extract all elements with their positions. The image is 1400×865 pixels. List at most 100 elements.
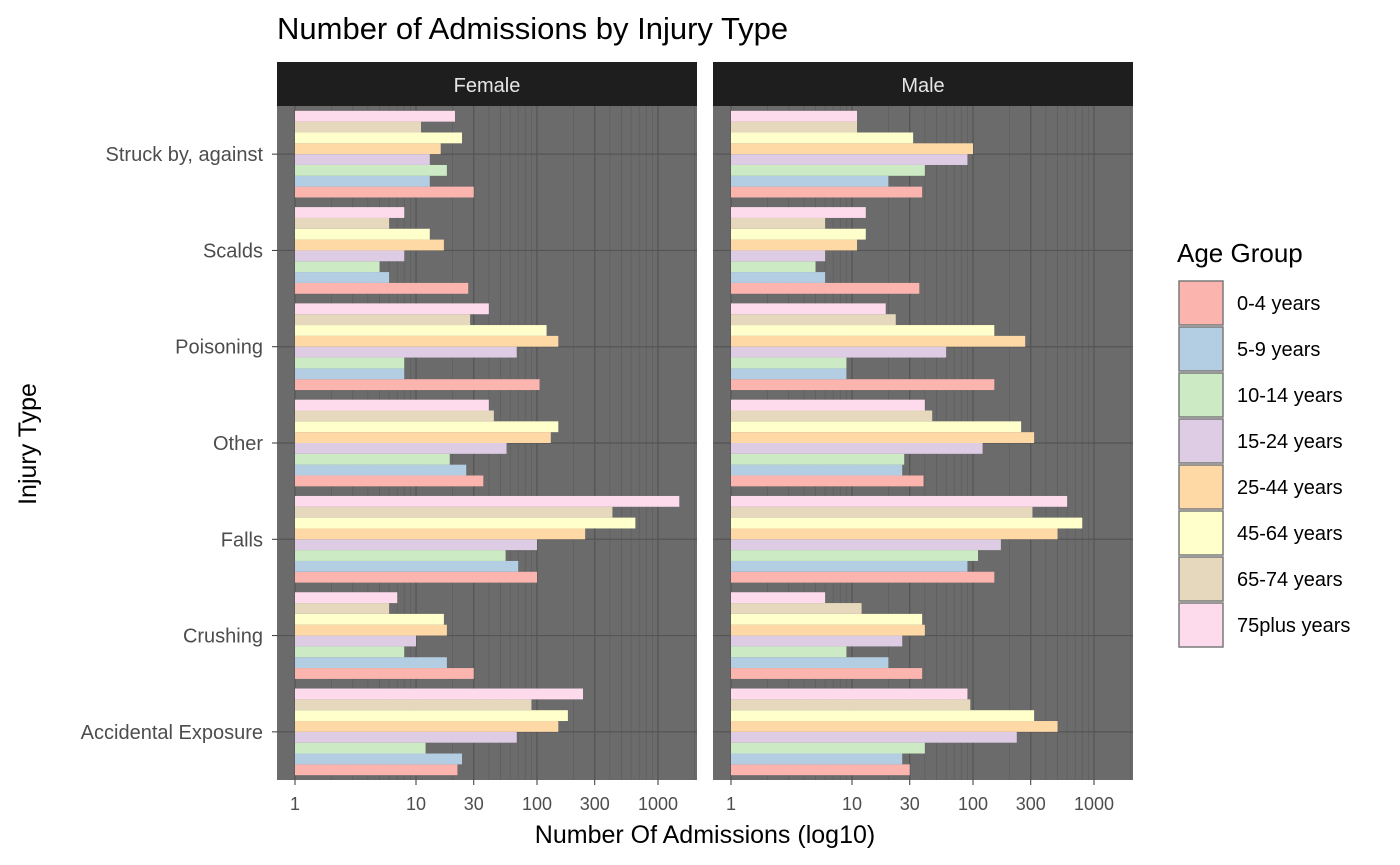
- bar-female-accidental-exposure-25-44-years: [295, 721, 559, 732]
- x-axis-ticks: 1 10 30 100 300 1000: [726, 780, 1114, 814]
- bar-male-poisoning-45-64-years: [731, 325, 995, 336]
- x-tick-label: 300: [1016, 794, 1046, 814]
- bar-male-scalds-45-64-years: [731, 228, 866, 240]
- legend-item-10-14-years: 10-14 years: [1178, 372, 1343, 418]
- bar-female-poisoning-65-74-years: [295, 314, 471, 326]
- legend-item-5-9-years: 5-9 years: [1178, 326, 1320, 372]
- bar-male-poisoning-75plus-years: [731, 303, 886, 315]
- bar-male-struck-by-against-0-4-years: [731, 186, 923, 198]
- x-axis-title: Number Of Admissions (log10): [535, 821, 875, 849]
- legend-label: 25-44 years: [1237, 477, 1343, 499]
- legend-label: 45-64 years: [1237, 523, 1343, 545]
- legend-key-swatch: [1178, 556, 1224, 602]
- bar-female-crushing-25-44-years: [295, 624, 447, 636]
- bar-male-falls-5-9-years: [731, 560, 968, 572]
- bar-male-scalds-75plus-years: [731, 207, 866, 218]
- facet-female: Female 1 10 30 100 300 1000: [277, 62, 697, 814]
- bar-male-accidental-exposure-5-9-years: [731, 753, 903, 765]
- bar-male-falls-0-4-years: [731, 571, 995, 583]
- bar-female-falls-15-24-years: [295, 539, 537, 551]
- bar-male-crushing-0-4-years: [731, 668, 923, 679]
- legend-item-25-44-years: 25-44 years: [1178, 464, 1343, 510]
- bar-female-falls-65-74-years: [295, 506, 613, 518]
- bars: [731, 110, 1083, 776]
- x-tick-label: 1: [726, 794, 736, 814]
- bar-female-other-5-9-years: [295, 464, 467, 476]
- bar-female-scalds-5-9-years: [295, 272, 390, 283]
- bar-male-falls-25-44-years: [731, 528, 1058, 540]
- bar-female-accidental-exposure-15-24-years: [295, 731, 517, 743]
- bar-male-poisoning-15-24-years: [731, 346, 947, 358]
- bar-female-crushing-75plus-years: [295, 592, 398, 604]
- bar-male-other-15-24-years: [731, 443, 983, 454]
- bar-female-struck-by-against-15-24-years: [295, 154, 430, 165]
- bar-male-falls-75plus-years: [731, 495, 1068, 507]
- bar-male-scalds-0-4-years: [731, 282, 920, 294]
- bar-female-accidental-exposure-65-74-years: [295, 699, 532, 711]
- bar-male-falls-10-14-years: [731, 550, 979, 561]
- bar-male-crushing-10-14-years: [731, 646, 847, 658]
- bar-male-falls-65-74-years: [731, 506, 1033, 518]
- bar-male-accidental-exposure-75plus-years: [731, 688, 968, 700]
- bar-female-poisoning-15-24-years: [295, 346, 517, 358]
- bar-male-accidental-exposure-0-4-years: [731, 764, 910, 776]
- y-category-label-falls: Falls: [221, 529, 263, 551]
- bar-male-crushing-65-74-years: [731, 603, 862, 614]
- bar-male-poisoning-10-14-years: [731, 357, 847, 369]
- legend-item-0-4-years: 0-4 years: [1178, 280, 1320, 326]
- facet-panels: Female 1 10 30 100 300 1000 Male 1 10 30 100 300 1000: [277, 62, 1133, 814]
- bar-male-poisoning-0-4-years: [731, 379, 995, 391]
- bar-male-struck-by-against-5-9-years: [731, 175, 889, 187]
- legend-title: Age Group: [1177, 238, 1303, 268]
- legend-key-swatch: [1178, 372, 1224, 418]
- legend-item-45-64-years: 45-64 years: [1178, 510, 1343, 556]
- legend-label: 65-74 years: [1237, 569, 1343, 591]
- x-tick-label: 10: [406, 794, 426, 814]
- bar-female-accidental-exposure-75plus-years: [295, 688, 584, 700]
- bar-male-crushing-15-24-years: [731, 635, 903, 647]
- facet-male: Male 1 10 30 100 300 1000: [713, 62, 1133, 814]
- bar-male-poisoning-25-44-years: [731, 335, 1026, 347]
- y-axis-title: Injury Type: [14, 383, 42, 505]
- bar-male-crushing-5-9-years: [731, 657, 889, 669]
- legend-label: 15-24 years: [1237, 431, 1343, 453]
- x-tick-label: 10: [842, 794, 862, 814]
- bar-female-poisoning-5-9-years: [295, 368, 405, 380]
- bar-female-scalds-25-44-years: [295, 239, 444, 251]
- bar-male-struck-by-against-65-74-years: [731, 121, 858, 133]
- legend-label: 10-14 years: [1237, 385, 1343, 407]
- bar-female-poisoning-25-44-years: [295, 335, 559, 347]
- bar-female-falls-0-4-years: [295, 571, 537, 583]
- bar-male-struck-by-against-75plus-years: [731, 110, 858, 122]
- facet-strip: [277, 62, 697, 106]
- legend-key-swatch: [1178, 418, 1224, 464]
- bar-female-poisoning-10-14-years: [295, 357, 405, 369]
- bar-female-other-45-64-years: [295, 421, 559, 433]
- bar-male-falls-45-64-years: [731, 517, 1083, 529]
- x-tick-label: 300: [580, 794, 610, 814]
- x-tick-label: 1000: [638, 794, 678, 814]
- bar-female-accidental-exposure-5-9-years: [295, 753, 463, 765]
- bar-female-other-0-4-years: [295, 475, 484, 487]
- bar-female-scalds-75plus-years: [295, 207, 405, 218]
- y-category-label-accidental-exposure: Accidental Exposure: [81, 722, 263, 744]
- legend-key-swatch: [1178, 510, 1224, 556]
- bar-female-falls-10-14-years: [295, 550, 506, 561]
- legend-label: 0-4 years: [1237, 293, 1320, 315]
- chart-title: Number of Admissions by Injury Type: [277, 11, 788, 46]
- x-tick-label: 30: [900, 794, 920, 814]
- x-tick-label: 100: [958, 794, 988, 814]
- bar-female-crushing-0-4-years: [295, 668, 474, 679]
- bar-female-accidental-exposure-10-14-years: [295, 742, 426, 754]
- x-tick-label: 1: [290, 794, 300, 814]
- legend: Age Group 0-4 years 5-9 years 10-14 years 1…: [1177, 238, 1350, 648]
- y-category-label-struck-by-against: Struck by, against: [106, 144, 264, 166]
- x-tick-label: 1000: [1074, 794, 1114, 814]
- bar-female-struck-by-against-65-74-years: [295, 121, 422, 133]
- bar-female-other-75plus-years: [295, 399, 489, 411]
- bar-male-other-25-44-years: [731, 432, 1035, 443]
- bar-female-other-10-14-years: [295, 453, 450, 465]
- bar-male-struck-by-against-25-44-years: [731, 143, 973, 155]
- bar-female-scalds-10-14-years: [295, 261, 380, 273]
